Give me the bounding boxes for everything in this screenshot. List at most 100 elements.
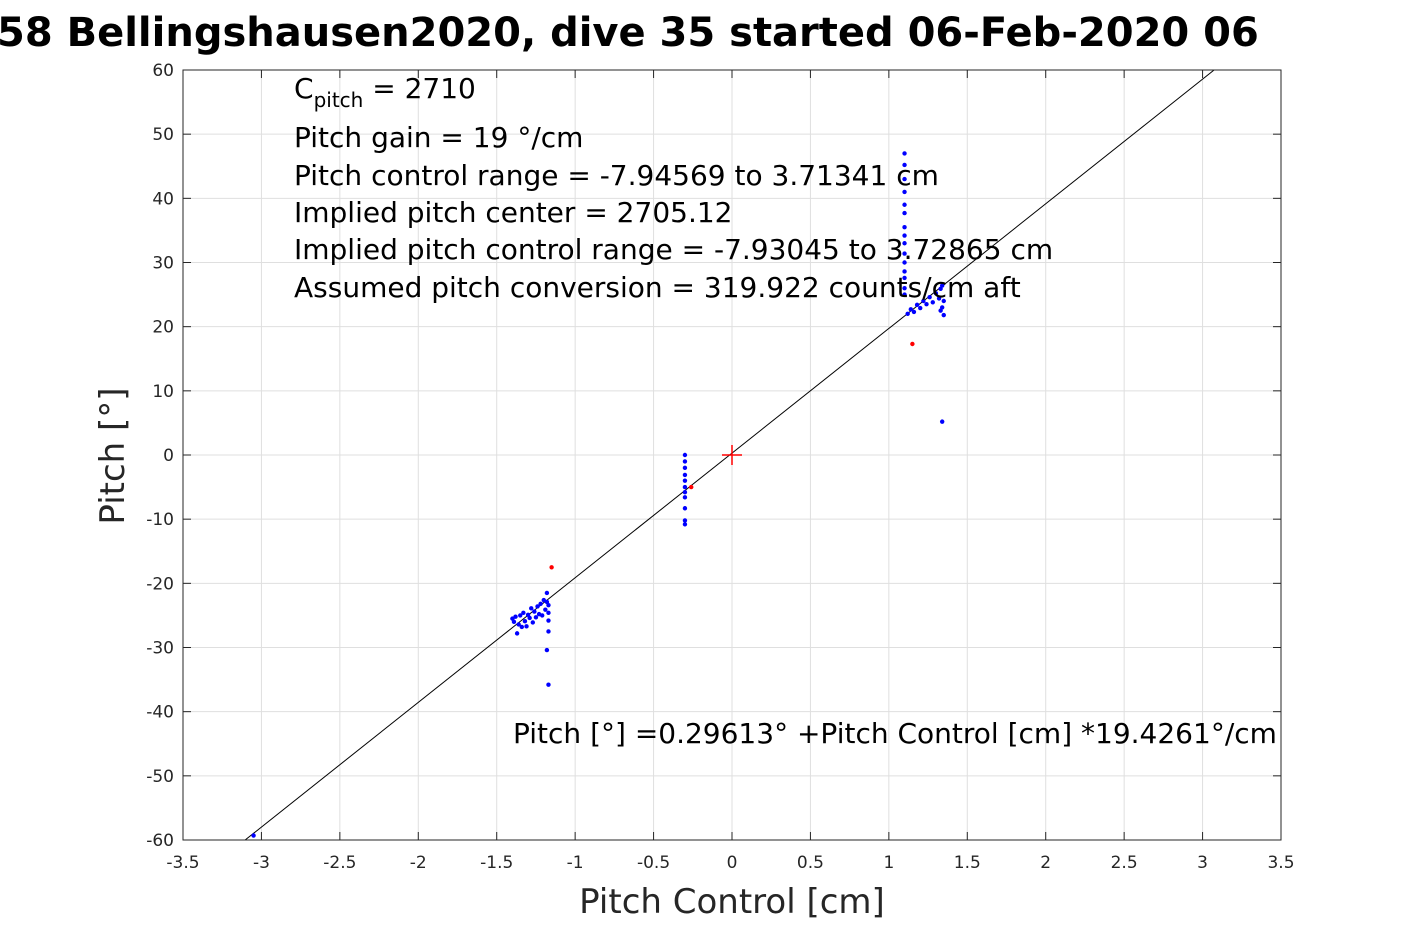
x-tick-label: -0.5 <box>637 853 670 873</box>
y-tick-label: 40 <box>152 189 174 209</box>
data-point <box>689 484 694 490</box>
y-tick-label: 60 <box>152 61 174 81</box>
data-point <box>905 311 910 317</box>
data-point <box>519 624 525 630</box>
data-point <box>682 518 688 523</box>
x-tick-label: 2 <box>1040 853 1051 873</box>
data-point <box>522 618 528 624</box>
data-points <box>251 151 946 838</box>
data-point <box>521 610 526 616</box>
x-tick-label: -3 <box>253 853 270 873</box>
y-tick-label: -30 <box>146 639 174 659</box>
data-point <box>902 189 907 195</box>
conversion-annotation: Assumed pitch conversion = 319.922 count… <box>294 271 1021 304</box>
y-tick-label: 10 <box>152 382 174 402</box>
y-tick-label: -50 <box>146 767 174 787</box>
data-point <box>682 459 688 464</box>
data-point <box>902 251 907 256</box>
data-point <box>902 210 907 216</box>
data-point <box>902 292 907 297</box>
x-tick-label: 0 <box>727 853 738 873</box>
x-tick-label: 3.5 <box>1267 853 1294 873</box>
data-point <box>902 275 907 281</box>
data-point <box>516 622 521 627</box>
data-point <box>933 291 939 296</box>
data-point <box>902 176 907 182</box>
x-tick-label: 0.5 <box>797 853 824 873</box>
center-marker-layer <box>722 445 742 465</box>
data-point <box>546 602 551 608</box>
grid <box>182 69 1282 841</box>
y-tick-label: 50 <box>152 125 174 145</box>
x-axis-ticks: -3.5 -3 -2.5 -2 -1.5 -1 -0.5 0 0.5 1 1.5 2 2.5 3 3.5 <box>166 70 1295 873</box>
data-point <box>941 298 946 304</box>
implied-range-annotation: Implied pitch control range = -7.93045 t… <box>294 233 1053 266</box>
fit-equation-annotation: Pitch [°] =0.29613° +Pitch Control [cm] … <box>513 717 1277 750</box>
data-point <box>529 606 534 611</box>
x-tick-label: 1.5 <box>954 853 981 873</box>
data-point <box>511 619 517 625</box>
data-point <box>682 472 688 478</box>
x-tick-label: -1 <box>567 853 584 873</box>
y-tick-label: 0 <box>163 446 174 466</box>
data-point <box>546 618 551 623</box>
cpitch-annotation: Cpitch = 2710 <box>294 72 476 112</box>
data-point <box>902 269 907 274</box>
data-point <box>524 624 529 629</box>
data-point <box>910 341 915 347</box>
y-tick-label: -20 <box>146 574 174 594</box>
data-point <box>530 620 535 625</box>
data-point <box>939 419 945 424</box>
data-point <box>543 607 548 612</box>
data-point <box>939 283 945 288</box>
data-point <box>546 682 551 687</box>
data-point <box>527 615 532 621</box>
data-point <box>549 565 554 570</box>
data-point <box>682 522 688 527</box>
data-point <box>513 614 518 619</box>
data-point <box>902 260 907 265</box>
x-tick-label: -3.5 <box>166 853 199 873</box>
data-point <box>902 162 907 168</box>
data-point <box>682 452 688 458</box>
cpitch-main: C <box>294 72 314 105</box>
x-tick-label: -1.5 <box>480 853 513 873</box>
implied-center-annotation: Implied pitch center = 2705.12 <box>294 196 732 229</box>
data-point <box>902 233 907 238</box>
data-point <box>902 285 907 291</box>
data-point <box>682 506 688 511</box>
data-point <box>902 202 907 207</box>
x-tick-label: 1 <box>883 853 894 873</box>
data-point <box>540 613 545 618</box>
x-axis-label: Pitch Control [cm] <box>579 882 885 922</box>
x-tick-label: 2.5 <box>1111 853 1138 873</box>
data-point <box>514 631 520 636</box>
cpitch-subscript: pitch <box>314 88 364 112</box>
pitch-gain-annotation: Pitch gain = 19 °/cm <box>294 121 583 154</box>
data-point <box>911 309 917 315</box>
y-axis-label: Pitch [°] <box>93 387 133 524</box>
y-tick-label: -40 <box>146 703 174 723</box>
data-point <box>546 610 551 616</box>
data-point <box>682 495 688 500</box>
data-point <box>941 312 946 318</box>
control-range-annotation: Pitch control range = -7.94569 to 3.7134… <box>294 159 939 192</box>
y-axis-ticks: -60 -50 -40 -30 -20 -10 0 10 20 30 40 50 60 <box>146 61 1281 851</box>
y-tick-label: -10 <box>146 510 174 530</box>
data-point <box>927 294 932 300</box>
y-tick-label: 30 <box>152 254 174 274</box>
x-tick-label: -2.5 <box>323 853 356 873</box>
x-tick-label: 3 <box>1197 853 1208 873</box>
data-point <box>924 302 929 307</box>
data-point <box>682 465 688 471</box>
data-point <box>535 604 540 609</box>
data-point <box>682 484 688 490</box>
data-point <box>544 590 550 596</box>
data-point <box>533 615 539 620</box>
data-point <box>914 302 920 308</box>
data-point <box>902 241 907 246</box>
cpitch-value: = 2710 <box>363 72 476 105</box>
data-point <box>908 307 914 312</box>
y-tick-label: 20 <box>152 318 174 338</box>
